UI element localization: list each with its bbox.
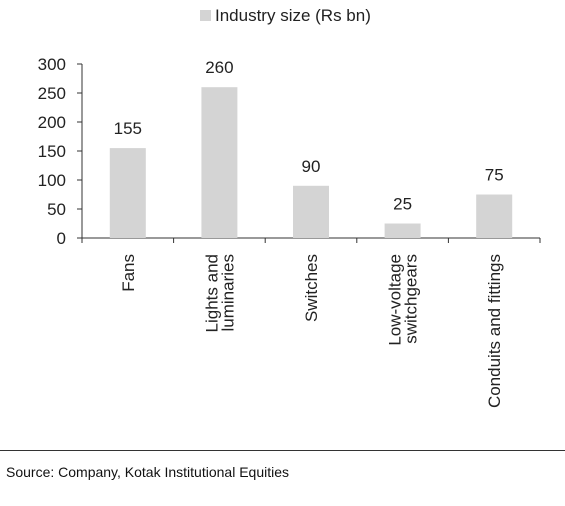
- x-tick-label: Switches: [302, 254, 321, 322]
- x-tick-label-line: Conduits and fittings: [485, 254, 504, 408]
- x-tick-label-line: Fans: [119, 254, 138, 292]
- x-tick-label-line: switchgears: [402, 254, 421, 344]
- x-tick-label: Conduits and fittings: [485, 254, 504, 408]
- y-tick-label: 50: [47, 200, 66, 219]
- x-tick-label-line: Lights and: [202, 254, 221, 332]
- data-label: 25: [393, 195, 412, 214]
- bar: [109, 148, 146, 238]
- data-label: 90: [302, 157, 321, 176]
- x-tick-label: Low-voltageswitchgears: [386, 254, 421, 346]
- source-note: Source: Company, Kotak Institutional Equ…: [6, 464, 290, 480]
- x-tick-label-line: Switches: [302, 254, 321, 322]
- bar: [293, 185, 329, 238]
- footnote-divider: [0, 450, 565, 451]
- data-label: 260: [205, 58, 233, 77]
- legend-swatch: [200, 10, 211, 21]
- y-tick-label: 300: [38, 55, 66, 74]
- x-tick-label-line: luminaries: [218, 254, 237, 331]
- y-tick-label: 200: [38, 113, 66, 132]
- y-tick-label: 0: [57, 229, 66, 248]
- legend-label: Industry size (Rs bn): [215, 6, 371, 25]
- bar: [201, 87, 238, 238]
- x-tick-label-line: Low-voltage: [386, 254, 405, 346]
- x-tick-label: Lights andluminaries: [202, 254, 237, 332]
- data-label: 75: [485, 166, 504, 185]
- y-tick-label: 100: [38, 171, 66, 190]
- data-label: 155: [114, 119, 142, 138]
- y-tick-label: 250: [38, 84, 66, 103]
- x-tick-label: Fans: [119, 254, 138, 292]
- bar: [384, 223, 421, 238]
- y-tick-label: 150: [38, 142, 66, 161]
- bar: [476, 194, 513, 238]
